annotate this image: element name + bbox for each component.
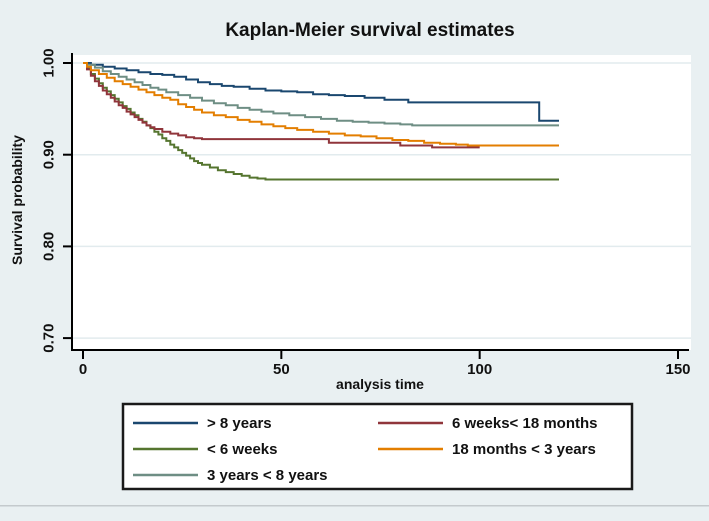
survival-curve-2 [83, 62, 559, 181]
legend: > 8 years < 6 weeks 3 years < 8 years 6 wee… [121, 402, 634, 491]
x-tick-label: 150 [665, 361, 690, 378]
legend-item-label: > 8 years [207, 415, 272, 432]
legend-box [121, 402, 634, 491]
y-tick-label: 1.00 [41, 48, 58, 77]
legend-item-label: 18 months < 3 years [452, 441, 596, 458]
y-tick-label: 0.80 [41, 232, 58, 261]
curves-layer [83, 62, 559, 181]
x-axis-title: analysis time [336, 376, 424, 392]
legend-item: > 8 years [133, 415, 272, 432]
survival-curve-1 [83, 62, 559, 122]
ticks-layer: 1.00 0.90 0.80 0.70 0 50 100 150 [41, 48, 691, 378]
legend-item: 18 months < 3 years [378, 441, 596, 458]
legend-item-label: 6 weeks< 18 months [452, 415, 598, 432]
chart-title: Kaplan-Meier survival estimates [225, 20, 514, 41]
y-tick-label: 0.90 [41, 140, 58, 169]
x-tick-label: 0 [79, 361, 87, 378]
survival-curve-5 [83, 62, 559, 147]
gridlines-layer [72, 62, 691, 339]
legend-item: 6 weeks< 18 months [378, 415, 598, 432]
survival-curve-3 [83, 62, 559, 127]
y-tick-label: 0.70 [41, 323, 58, 352]
legend-item-label: 3 years < 8 years [207, 467, 328, 484]
legend-item: < 6 weeks [133, 441, 277, 458]
legend-item-label: < 6 weeks [207, 441, 277, 458]
x-tick-label: 50 [273, 361, 290, 378]
legend-item: 3 years < 8 years [133, 467, 328, 484]
survival-curve-4 [83, 62, 480, 149]
y-axis-title: Survival probability [9, 135, 25, 265]
plot-area [72, 55, 691, 350]
bottom-rule [0, 505, 709, 507]
x-tick-label: 100 [467, 361, 492, 378]
